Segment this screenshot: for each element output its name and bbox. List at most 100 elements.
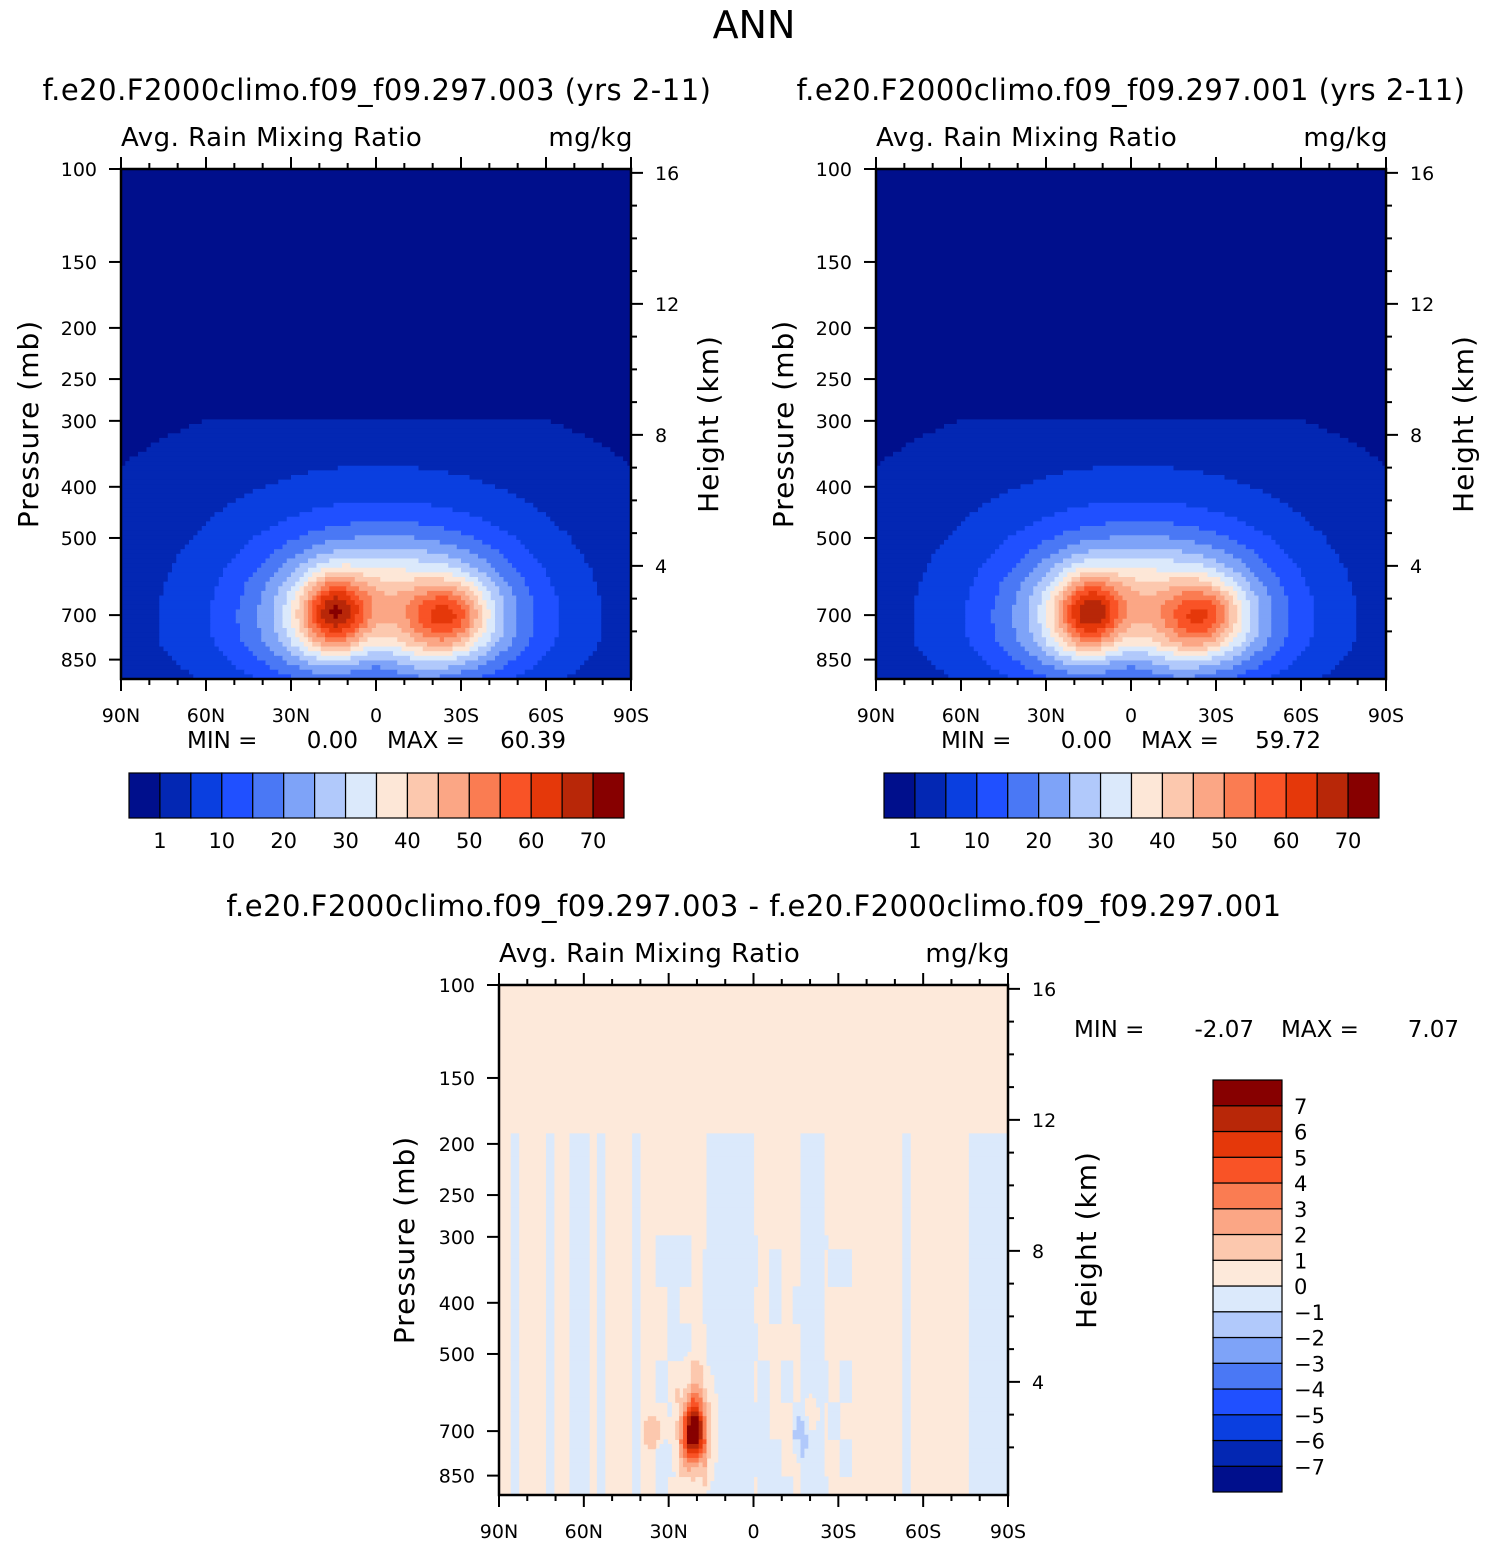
- contour-cell: [569, 1202, 590, 1209]
- contour-cell: [1063, 577, 1073, 583]
- contour-cell: [359, 604, 364, 611]
- contour-cell: [632, 1309, 641, 1315]
- contour-cell: [1305, 577, 1349, 583]
- contour-cell: [316, 604, 326, 611]
- contour-cell: [1156, 628, 1175, 634]
- contour-cell: [990, 498, 1281, 504]
- contour-cell: [1029, 609, 1039, 615]
- contour-cell: [461, 567, 479, 573]
- contour-cell: [533, 623, 560, 629]
- contour-cell: [1288, 609, 1315, 615]
- contour-cell: [902, 1300, 911, 1306]
- colorbar-label: 50: [456, 829, 483, 853]
- contour-cell: [150, 442, 602, 448]
- contour-cell: [1063, 628, 1068, 634]
- contour-cell: [569, 1471, 590, 1478]
- contour-cell: [510, 1156, 520, 1162]
- contour-cell: [1335, 665, 1386, 671]
- contour-cell: [1233, 577, 1247, 583]
- contour-cell: [448, 604, 462, 611]
- contour-cell: [510, 1420, 520, 1427]
- contour-cell: [510, 1198, 520, 1204]
- contour-cell: [569, 1393, 590, 1399]
- contour-cell: [510, 1448, 520, 1454]
- contour-cell: [800, 1142, 825, 1148]
- contour-cell: [1203, 553, 1234, 560]
- contour-cell: [510, 1147, 520, 1153]
- contour-cell: [291, 641, 305, 648]
- contour-cell: [1101, 618, 1111, 624]
- contour-cell: [1343, 563, 1386, 569]
- contour-cell: [769, 1249, 782, 1255]
- contour-cell: [780, 1393, 794, 1399]
- contour-cell: [698, 1453, 704, 1459]
- x-tick-label: 30N: [272, 705, 310, 727]
- contour-cell: [214, 512, 301, 518]
- contour-cell: [632, 1193, 641, 1199]
- contour-cell: [265, 484, 496, 490]
- contour-cell: [596, 1258, 606, 1264]
- contour-cell: [706, 1189, 755, 1195]
- contour-cell: [461, 581, 475, 587]
- contour-cell: [159, 437, 594, 444]
- contour-cell: [1131, 586, 1170, 592]
- contour-cell: [320, 628, 330, 634]
- contour-cell: [129, 456, 624, 462]
- contour-cell: [804, 1425, 809, 1431]
- contour-cell: [686, 1420, 692, 1427]
- contour-cell: [969, 590, 1000, 597]
- contour-cell: [596, 1133, 606, 1139]
- contour-cell: [1067, 614, 1073, 620]
- contour-cell: [686, 1457, 700, 1464]
- contour-cell: [827, 1249, 852, 1255]
- contour-cell: [1237, 674, 1272, 679]
- contour-cell: [1220, 586, 1234, 592]
- contour-cell: [545, 1133, 555, 1139]
- contour-cell: [1301, 512, 1386, 518]
- contour-cell: [968, 1133, 1008, 1139]
- contour-cell: [1301, 572, 1349, 578]
- contour-cell: [510, 1221, 520, 1227]
- contour-cell: [316, 609, 322, 615]
- contour-cell: [1122, 595, 1175, 601]
- contour-cell: [1152, 669, 1217, 675]
- contour-cell: [545, 1444, 555, 1450]
- contour-cell: [1054, 623, 1060, 629]
- contour-cell: [1063, 614, 1068, 620]
- contour-cell: [596, 1151, 606, 1158]
- contour-cell: [596, 1272, 606, 1278]
- contour-cell: [982, 502, 1090, 509]
- contour-cell: [702, 1258, 759, 1264]
- contour-cell: [1288, 604, 1315, 611]
- contour-cell: [596, 1202, 606, 1209]
- contour-cell: [935, 549, 996, 555]
- contour-cell: [569, 1467, 590, 1473]
- contour-cell: [706, 1434, 712, 1440]
- contour-cell: [286, 600, 292, 606]
- contour-cell: [769, 1253, 782, 1260]
- colorbar-box: [406, 772, 439, 819]
- contour-cell: [308, 581, 318, 587]
- contour-cell: [948, 674, 1009, 679]
- contour-cell: [902, 1411, 911, 1417]
- contour-cell: [312, 544, 458, 550]
- contour-cell: [163, 590, 216, 597]
- contour-cell: [1356, 604, 1386, 611]
- contour-cell: [596, 1332, 606, 1338]
- x-tick-label: 30S: [1198, 705, 1234, 727]
- contour-cell: [1224, 563, 1247, 569]
- contour-cell: [632, 1156, 641, 1162]
- contour-cell: [410, 655, 458, 662]
- y-tick-label: 500: [61, 528, 97, 550]
- contour-cell: [1084, 558, 1175, 564]
- contour-cell: [210, 600, 241, 606]
- contour-cell: [876, 507, 979, 513]
- contour-cell: [439, 674, 483, 679]
- contour-cell: [1186, 502, 1289, 509]
- contour-cell: [206, 521, 279, 527]
- contour-cell: [596, 1240, 606, 1246]
- contour-cell: [1224, 572, 1243, 578]
- contour-cell: [308, 604, 313, 611]
- contour-cell: [690, 1411, 700, 1417]
- contour-cell: [800, 1198, 825, 1204]
